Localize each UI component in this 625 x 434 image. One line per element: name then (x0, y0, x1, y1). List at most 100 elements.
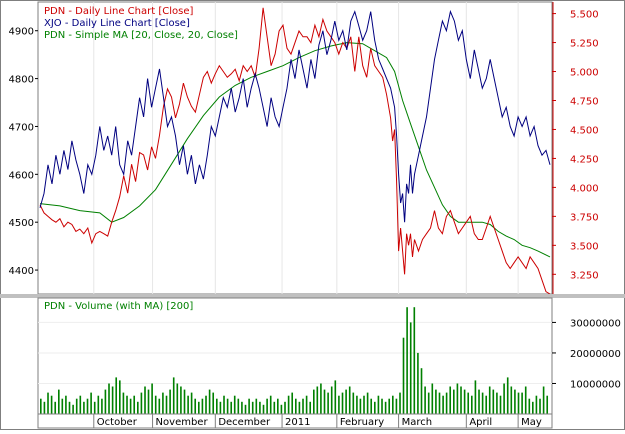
x-tick-label: November (156, 417, 209, 428)
volume-bar (172, 377, 175, 414)
volume-bar (183, 389, 186, 414)
volume-bar (61, 398, 64, 414)
right-tick-label: 4.250 (570, 154, 599, 165)
volume-tick-label: 20000000 (570, 349, 621, 360)
volume-bar (302, 398, 304, 414)
volume-bar (201, 398, 204, 414)
volume-bar (90, 392, 92, 414)
x-tick-label: October (97, 417, 138, 428)
x-tick-label: March (402, 417, 432, 428)
volume-bar (442, 395, 444, 414)
volume-bar (384, 401, 387, 414)
volume-bar (126, 395, 128, 414)
volume-bar (496, 392, 498, 414)
volume-bar (348, 386, 351, 414)
left-tick-label: 4700 (9, 122, 34, 133)
volume-bar (352, 392, 355, 414)
volume-bar (488, 386, 491, 414)
volume-bar (427, 392, 430, 414)
volume-title: PDN - Volume (with MA) [200] (44, 301, 193, 312)
volume-bar (108, 383, 110, 414)
right-tick-label: 3.500 (570, 241, 599, 252)
volume-bar (79, 395, 82, 414)
volume-bar (341, 392, 344, 414)
panel-separator[interactable] (0, 294, 625, 298)
volume-bar (104, 389, 107, 414)
volume-bar (198, 401, 200, 414)
volume-bar (481, 392, 484, 414)
volume-bar (535, 395, 538, 414)
volume-bar (370, 398, 373, 414)
left-tick-label: 4500 (9, 218, 34, 229)
right-tick-label: 3.750 (570, 212, 599, 223)
volume-bar (137, 401, 139, 414)
volume-bar (233, 395, 236, 414)
volume-bar (208, 389, 211, 414)
volume-bar (180, 386, 182, 414)
volume-bar (521, 392, 523, 414)
volume-bar (514, 389, 516, 414)
left-tick-label: 4800 (9, 75, 34, 86)
volume-bar (449, 386, 452, 414)
volume-bar (327, 392, 329, 414)
volume-bar (223, 395, 225, 414)
volume-bar (140, 392, 143, 414)
price-plot-area (37, 1, 553, 295)
volume-bar (323, 389, 326, 414)
x-tick-label: April (469, 417, 492, 428)
volume-bar (251, 401, 254, 414)
volume-bar (431, 383, 434, 414)
volume-bar (291, 392, 294, 414)
series-line-1 (39, 9, 551, 223)
volume-bar (169, 389, 171, 414)
volume-bar (316, 386, 319, 414)
legend-entry: PDN - Daily Line Chart [Close] (44, 6, 193, 17)
volume-bar (377, 395, 380, 414)
volume-bar (374, 401, 376, 414)
volume-bar (262, 404, 265, 414)
volume-bar (309, 401, 312, 414)
volume-bar (506, 377, 509, 414)
volume-bar (413, 307, 416, 414)
volume-bar (244, 404, 247, 414)
volume-bar (363, 395, 365, 414)
volume-bar (460, 386, 462, 414)
volume-bar (417, 352, 419, 414)
right-axis: 3.250 3.500 3.750 4.000 4.250 4.500 4.750 5.000… (552, 2, 599, 294)
volume-bar (313, 389, 315, 414)
volume-bar (75, 398, 78, 414)
left-tick-label: 4900 (9, 27, 34, 38)
volume-bar (517, 392, 520, 414)
volume-bar (255, 398, 258, 414)
volume-bar (111, 386, 114, 414)
volume-bar (320, 383, 322, 414)
right-tick-label: 4.000 (570, 183, 599, 194)
right-tick-label: 5.250 (570, 39, 599, 50)
x-tick-label: May (521, 417, 542, 428)
x-tick-label: December (218, 417, 271, 428)
volume-bar (273, 401, 276, 414)
legend-entry: PDN - Simple MA [20, Close, 20, Close] (44, 30, 238, 41)
volume-bar (499, 395, 502, 414)
volume-axis: 10000000 20000000 30000000 (552, 318, 621, 390)
volume-bar (467, 392, 470, 414)
volume-bar (409, 322, 412, 414)
series-line-2 (39, 42, 551, 258)
volume-bar (269, 395, 272, 414)
volume-bar (147, 389, 150, 414)
volume-bar (259, 401, 261, 414)
volume-bar (435, 389, 437, 414)
volume-bar (284, 401, 286, 414)
volume-bar (40, 398, 42, 414)
volume-bar (453, 389, 455, 414)
right-tick-label: 5.500 (570, 10, 599, 21)
left-tick-label: 4400 (9, 266, 34, 277)
right-tick-label: 3.250 (570, 270, 599, 281)
volume-bar (72, 404, 74, 414)
volume-bar (230, 401, 233, 414)
volume-bar (366, 392, 369, 414)
volume-bar (190, 392, 193, 414)
volume-bar (392, 395, 394, 414)
